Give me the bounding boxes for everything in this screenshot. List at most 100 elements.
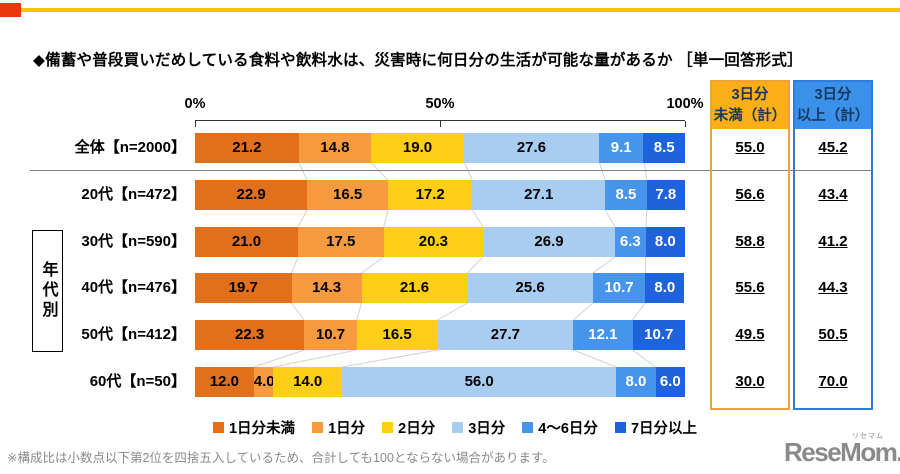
- bar-segment: 8.0: [616, 367, 656, 397]
- legend-item: 2日分: [382, 417, 435, 438]
- summary-value-under3: 58.8: [735, 233, 765, 250]
- x-axis-tick-label: 0%: [184, 96, 206, 112]
- summary-value-over3: 43.4: [818, 186, 848, 203]
- series-connector-line: [464, 162, 473, 181]
- series-connector-line: [253, 349, 305, 368]
- summary-header-under3: 3日分 未満（計）: [712, 82, 788, 129]
- summary-value-over3: 45.2: [818, 139, 848, 156]
- summary-column-under3: 3日分 未満（計）: [710, 80, 790, 410]
- series-connector-line: [291, 256, 299, 274]
- series-connector-line: [291, 302, 305, 321]
- bar-segment: 22.9: [195, 180, 308, 210]
- bar-segment: 17.2: [388, 180, 473, 210]
- series-connector-line: [604, 209, 616, 228]
- age-group-label: 年代別: [39, 261, 57, 321]
- bar-segment: 16.5: [307, 180, 389, 210]
- x-axis-tick-label: 100%: [666, 96, 704, 112]
- bar-segment: 27.7: [437, 320, 574, 350]
- bar-segment: 19.0: [371, 133, 464, 163]
- series-connector-line: [371, 162, 389, 181]
- bar-row: 19.7 14.3 21.6 25.6 10.7 8.0: [195, 273, 685, 303]
- series-connector-line: [273, 349, 357, 368]
- bar-segment: 14.8: [298, 133, 372, 163]
- summary-header-over3-line1: 3日分: [814, 87, 852, 104]
- bar-segment: 27.1: [472, 180, 606, 210]
- legend-item: 7日分以上: [614, 417, 697, 438]
- legend-swatch: [212, 422, 224, 433]
- series-connector-line: [298, 162, 308, 181]
- legend-label: 3日分: [468, 421, 506, 437]
- series-connector-line: [383, 209, 389, 228]
- bar-segment: 16.5: [356, 320, 438, 350]
- x-axis-tick: [195, 121, 196, 127]
- bar-segment: 21.6: [361, 273, 468, 303]
- bar-segment: 6.3: [614, 227, 646, 257]
- row-label: 30代【n=590】: [81, 233, 186, 250]
- x-axis-tick: [685, 121, 686, 127]
- legend-item: 1日分: [312, 417, 365, 438]
- legend-label: 1日分未満: [228, 421, 296, 437]
- row-label: 20代【n=472】: [81, 186, 186, 203]
- legend: 1日分未満 1日分 2日分 3日分 4～6日分 7日分以上: [145, 417, 765, 438]
- series-connector-line: [471, 209, 484, 228]
- legend-item: 1日分未満: [212, 417, 296, 438]
- row-label: 全体【n=2000】: [74, 139, 186, 156]
- summary-value-under3: 56.6: [735, 186, 765, 203]
- bar-segment: 8.5: [605, 180, 647, 210]
- legend-swatch: [382, 422, 394, 433]
- row-label: 50代【n=412】: [81, 326, 186, 343]
- legend-swatch: [312, 422, 324, 433]
- summary-column-over3: 3日分 以上（計）: [793, 80, 873, 410]
- series-connector-line: [361, 256, 384, 274]
- summary-value-under3: 55.0: [735, 139, 765, 156]
- bar-segment: 56.0: [341, 367, 617, 397]
- summary-value-over3: 41.2: [818, 233, 848, 250]
- series-connector-line: [643, 162, 648, 181]
- series-connector-line: [356, 302, 363, 321]
- series-connector-line: [467, 256, 484, 274]
- logo-text: ReseMom.: [784, 437, 900, 467]
- series-connector-line: [592, 256, 616, 274]
- series-connector-line: [437, 302, 468, 321]
- bar-segment: 21.2: [195, 133, 299, 163]
- bar-segment: 12.1: [573, 320, 633, 350]
- logo-ruby-text: リセマム: [852, 433, 884, 440]
- summary-value-under3: 30.0: [735, 373, 765, 390]
- top-accent-line: [0, 8, 900, 12]
- x-axis-line: [195, 120, 685, 121]
- footnote: ※構成比は小数点以下第2位を四捨五入しているため、合計しても100とならない場合…: [7, 451, 555, 465]
- bar-segment: 9.1: [598, 133, 644, 163]
- summary-value-over3: 44.3: [818, 279, 848, 296]
- bar-segment: 8.0: [645, 227, 685, 257]
- legend-item: 3日分: [452, 417, 505, 438]
- row-label: 40代【n=476】: [81, 279, 186, 296]
- summary-value-over3: 70.0: [818, 373, 848, 390]
- bar-segment: 7.8: [646, 180, 685, 210]
- bar-segment: 21.0: [195, 227, 298, 257]
- legend-label: 4～6日分: [538, 421, 598, 437]
- legend-swatch: [522, 422, 534, 433]
- x-axis-tick-label: 50%: [425, 96, 455, 112]
- series-connector-line: [297, 209, 308, 228]
- series-connector-line: [632, 302, 646, 321]
- bar-segment: 19.7: [195, 273, 292, 303]
- bar-segment: 8.5: [643, 133, 685, 163]
- legend-item: 4～6日分: [522, 417, 598, 438]
- legend-swatch: [452, 422, 464, 433]
- bar-segment: 10.7: [592, 273, 646, 303]
- series-connector-line: [572, 302, 594, 321]
- bar-segment: 14.3: [291, 273, 362, 303]
- age-group-label-box: 年代別: [32, 230, 63, 352]
- bar-segment: 25.6: [467, 273, 593, 303]
- bar-segment: 17.5: [297, 227, 384, 257]
- bar-segment: 12.0: [195, 367, 254, 397]
- bar-segment: 20.3: [383, 227, 484, 257]
- summary-header-over3-line2: 以上（計）: [796, 107, 870, 124]
- summary-header-under3-line2: 未満（計）: [713, 107, 787, 124]
- chart-title: ◆備蓄や普段買いだめしている食料や飲料水は、災害時に何日分の生活が可能な量がある…: [33, 52, 803, 69]
- series-connector-line: [573, 349, 617, 368]
- bar-row: 12.0 4.0 14.0 56.0 8.0 6.0: [195, 367, 685, 397]
- legend-label: 2日分: [398, 421, 436, 437]
- bar-row: 22.3 10.7 16.5 27.7 12.1 10.7: [195, 320, 685, 350]
- bar-segment: 10.7: [304, 320, 357, 350]
